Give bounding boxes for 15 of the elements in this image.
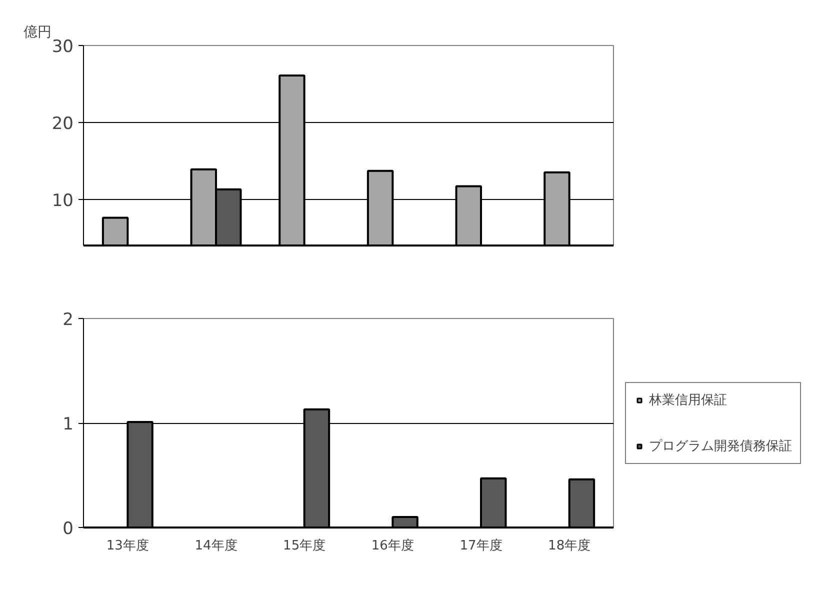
y-tick-label: 10: [52, 190, 74, 211]
y-tick-label: 20: [52, 114, 74, 134]
x-tick-label: 15年度: [283, 538, 326, 554]
x-tick-label: 17年度: [460, 538, 502, 554]
x-tick-label: 14年度: [194, 538, 238, 554]
y-axis-title: 億円: [24, 24, 52, 40]
y-tick-label: 2: [62, 310, 74, 330]
x-tick-label: 16年度: [371, 538, 414, 554]
y-tick-label: 30: [52, 37, 74, 57]
y-tick-label: 0: [62, 519, 74, 539]
x-tick-label: 13年度: [106, 538, 149, 554]
x-tick-label: 18年度: [548, 538, 591, 554]
legend-label: プログラム開発債務保証: [649, 438, 792, 454]
y-tick-label: 1: [62, 414, 74, 434]
legend-label: 林業信用保証: [649, 392, 727, 408]
